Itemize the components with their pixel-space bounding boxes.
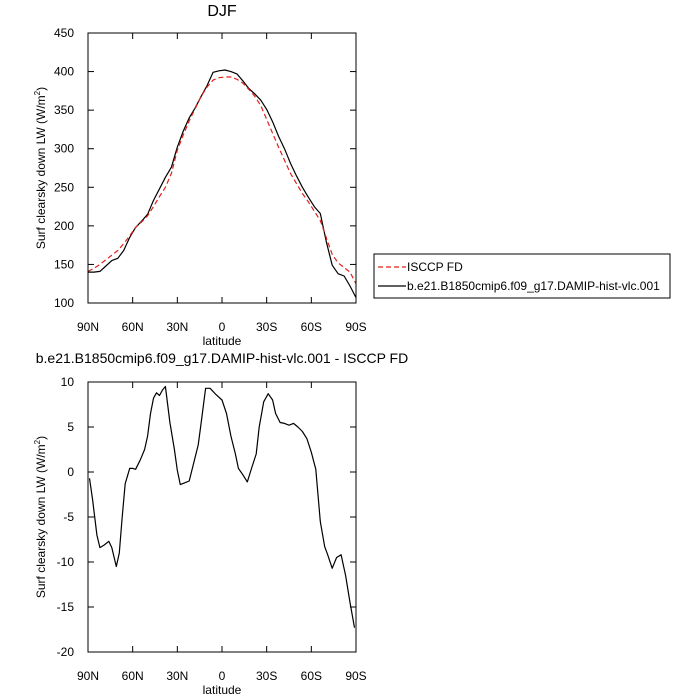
top-ytick-label: 100 [54,296,74,310]
bottom-xtick-label: 60N [122,669,144,683]
bottom-ytick-label: 0 [67,465,74,479]
top-series-line-0 [87,76,357,284]
bottom-y-axis-label: Surf clearsky down LW (W/m2) [33,436,48,598]
top-xtick-label: 60S [301,320,322,334]
bottom-ytick-label: 10 [61,375,75,389]
top-xtick-label: 60N [122,320,144,334]
bottom-ytick-label: -20 [57,645,75,659]
bottom-xtick-label: 30S [256,669,277,683]
bottom-xtick-label: 90S [345,669,366,683]
bottom-x-axis-label: latitude [203,683,242,697]
top-ytick-label: 400 [54,65,74,79]
bottom-ytick-label: -15 [57,600,75,614]
legend-box [373,253,671,299]
top-plot-frame [87,32,357,304]
top-ytick-label: 200 [54,219,74,233]
top-ytick-label: 350 [54,103,74,117]
bottom-x-axis: 90N 60N 30N 0 30S 60S 90S [77,382,367,683]
top-plot-area [87,69,357,298]
top-x-axis-label: latitude [203,334,242,348]
bottom-ytick-label: -5 [63,510,74,524]
bottom-ytick-label: -10 [57,555,75,569]
legend: ISCCP FD b.e21.B1850cmip6.f09_g17.DAMIP-… [373,253,671,299]
bottom-plot-frame [87,381,357,653]
top-y-axis-label: Surf clearsky down LW (W/m2) [33,87,48,249]
top-xtick-label: 0 [219,320,226,334]
top-series-line-1 [88,69,357,298]
top-xtick-label: 90N [77,320,99,334]
top-xtick-label: 90S [345,320,366,334]
top-y-axis: 100 150 200 250 300 350 400 450 [54,26,356,310]
top-ytick-label: 250 [54,180,74,194]
top-chart-title: DJF [207,3,237,20]
bottom-chart-title: b.e21.B1850cmip6.f09_g17.DAMIP-hist-vlc.… [36,350,408,366]
bottom-xtick-label: 0 [219,669,226,683]
top-ytick-label: 150 [54,257,74,271]
bottom-panel: b.e21.B1850cmip6.f09_g17.DAMIP-hist-vlc.… [33,350,408,697]
bottom-ytick-label: 5 [67,420,74,434]
bottom-xtick-label: 60S [301,669,322,683]
top-xtick-label: 30N [166,320,188,334]
top-x-axis: 90N 60N 30N 0 30S 60S 90S [77,33,367,334]
bottom-xtick-label: 30N [166,669,188,683]
legend-label-isccp: ISCCP FD [407,260,463,274]
bottom-series-line-0 [88,385,356,628]
top-panel: DJF 100 150 200 250 300 350 400 450 90N 60N 30N 0 3… [33,3,367,348]
bottom-y-axis: -20 -15 -10 -5 0 5 10 [57,375,356,659]
top-ytick-label: 300 [54,142,74,156]
bottom-xtick-label: 90N [77,669,99,683]
legend-label-model: b.e21.B1850cmip6.f09_g17.DAMIP-hist-vlc.… [407,279,660,293]
top-ytick-label: 450 [54,26,74,40]
bottom-plot-area [88,385,356,628]
top-xtick-label: 30S [256,320,277,334]
